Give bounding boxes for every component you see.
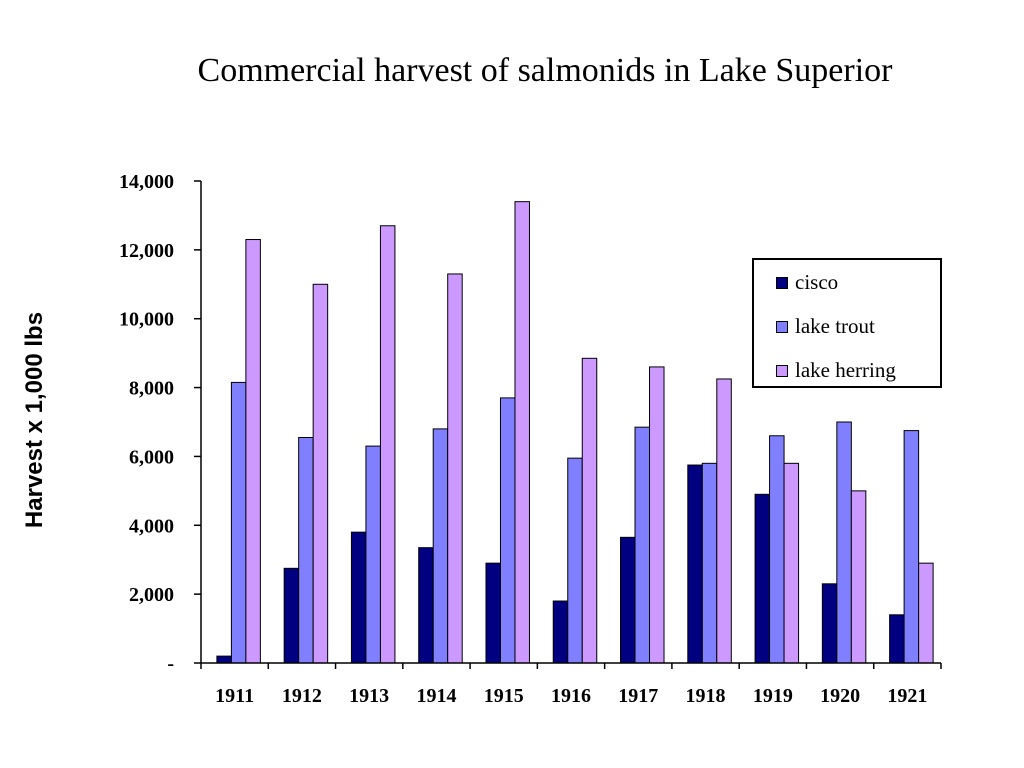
bar-cisco-1918 [687,464,703,664]
legend-label-lake-herring: lake herring [795,358,896,382]
x-tick-label-1920: 1920 [820,685,860,707]
bar-cisco-1916 [552,600,569,664]
legend-swatch-cisco [776,276,788,289]
y-tick-label-10000: 10,000 [119,309,174,331]
bar-lake-herring-1916 [581,357,598,664]
y-tick-label-14000: 14,000 [119,171,174,193]
bar-lake-herring-1920 [850,490,867,664]
x-tick-label-1915: 1915 [484,685,524,707]
bar-lake-herring-1918 [716,378,732,664]
bar-lake-trout-1917 [634,426,651,664]
bar-lake-trout-1915 [499,397,516,664]
bar-cisco-1921 [889,614,905,664]
y-tick-label-6000: 6,000 [129,446,174,468]
bar-lake-trout-1914 [432,428,449,664]
bar-lake-trout-1918 [701,462,718,664]
bar-lake-trout-1921 [903,430,920,664]
bar-lake-trout-1913 [365,445,381,664]
bar-lake-herring-1915 [514,201,530,664]
bar-lake-trout-1919 [769,435,785,664]
x-tick-label-1913: 1913 [349,685,389,707]
y-tick-label-8000: 8,000 [129,378,174,400]
bar-cisco-1919 [754,493,771,664]
legend-label-lake-trout: lake trout [795,314,875,338]
bar-cisco-1917 [620,536,636,664]
y-tick-label-4000: 4,000 [129,515,174,537]
bar-lake-trout-1911 [230,381,247,664]
bar-cisco-1915 [485,562,501,664]
y-tick-label-0: - [167,653,174,675]
bar-lake-herring-1921 [918,562,934,664]
x-tick-label-1921: 1921 [887,685,927,707]
y-tick-label-2000: 2,000 [129,584,174,606]
chart-title: Commercial harvest of salmonids in Lake … [197,52,893,89]
x-tick-label-1918: 1918 [686,685,726,707]
chart-legend: cisco lake trout lake herring [752,258,942,388]
bar-cisco-1920 [821,583,838,664]
bar-lake-herring-1913 [379,225,396,664]
legend-swatch-lake-herring [776,364,788,377]
bar-cisco-1911 [216,655,232,664]
bar-lake-herring-1914 [447,273,463,664]
legend-item-lake-herring: lake herring [776,358,896,383]
bar-lake-herring-1912 [312,283,329,664]
x-tick-label-1919: 1919 [753,685,793,707]
x-tick-label-1912: 1912 [282,685,322,707]
legend-item-cisco: cisco [776,270,838,295]
bar-lake-herring-1919 [783,462,800,664]
legend-item-lake-trout: lake trout [776,314,875,339]
bar-lake-trout-1912 [298,436,314,664]
legend-label-cisco: cisco [795,270,839,294]
bar-lake-herring-1911 [245,239,261,664]
bar-cisco-1912 [283,567,300,664]
legend-swatch-lake-trout [776,320,788,333]
bar-lake-trout-1920 [836,421,852,664]
bar-lake-herring-1917 [649,366,665,664]
x-tick-label-1914: 1914 [416,685,456,707]
x-tick-label-1917: 1917 [618,685,658,707]
y-tick-label-12000: 12,000 [119,240,174,262]
bar-cisco-1914 [418,547,434,664]
x-tick-label-1911: 1911 [215,685,254,707]
bar-cisco-1913 [350,531,367,664]
x-tick-label-1916: 1916 [551,685,591,707]
bar-lake-trout-1916 [567,457,583,664]
